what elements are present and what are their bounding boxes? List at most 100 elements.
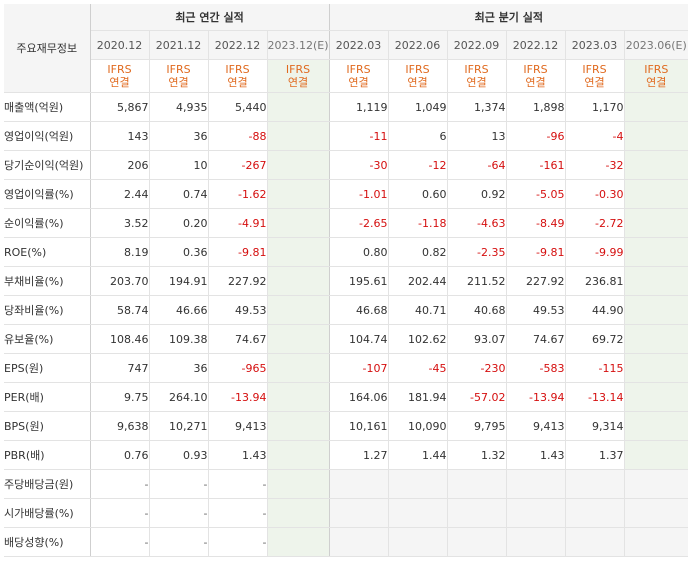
value-cell	[624, 92, 689, 122]
value-cell: 0.20	[149, 208, 209, 238]
accounting-basis-header: IFRS 연결	[388, 59, 448, 93]
value-cell	[267, 179, 330, 209]
value-cell	[388, 527, 448, 557]
row-label: 주당배당금(원)	[4, 469, 91, 499]
corner-header: 주요재무정보	[4, 4, 91, 93]
period-header: 2022.12	[506, 30, 566, 60]
value-cell: 49.53	[506, 295, 566, 325]
value-cell: 0.93	[149, 440, 209, 470]
value-cell: 46.66	[149, 295, 209, 325]
consolidation-label: 연결	[109, 76, 130, 89]
value-cell: 1.43	[208, 440, 268, 470]
gaap-standard-label: IFRS	[107, 63, 132, 76]
value-cell: -45	[388, 353, 448, 383]
consolidation-label: 연결	[407, 76, 428, 89]
row-label: 시가배당률(%)	[4, 498, 91, 528]
value-cell	[565, 527, 625, 557]
value-cell: -88	[208, 121, 268, 151]
value-cell	[447, 469, 507, 499]
accounting-basis-header: IFRS 연결	[149, 59, 209, 93]
accounting-basis-header: IFRS 연결	[565, 59, 625, 93]
value-cell: -	[90, 469, 150, 499]
value-cell: 227.92	[506, 266, 566, 296]
value-cell	[624, 121, 689, 151]
value-cell: 40.68	[447, 295, 507, 325]
table-row: 배당성향(%) - - -	[4, 527, 689, 557]
accounting-basis-header: IFRS 연결	[267, 59, 330, 93]
value-cell	[329, 469, 389, 499]
row-label: 당기순이익(억원)	[4, 150, 91, 180]
value-cell: 195.61	[329, 266, 389, 296]
value-cell	[267, 121, 330, 151]
value-cell: 102.62	[388, 324, 448, 354]
value-cell: -1.18	[388, 208, 448, 238]
table-row: 부채비율(%) 203.70 194.91 227.92 195.61 202.44 211…	[4, 266, 689, 296]
row-label: 영업이익(억원)	[4, 121, 91, 151]
period-header: 2021.12	[149, 30, 209, 60]
table-row: 당좌비율(%) 58.74 46.66 49.53 46.68 40.71 40.68 49.…	[4, 295, 689, 325]
value-cell: -	[149, 527, 209, 557]
value-cell	[624, 208, 689, 238]
value-cell	[624, 527, 689, 557]
value-cell: 211.52	[447, 266, 507, 296]
value-cell: 93.07	[447, 324, 507, 354]
value-cell: 1,898	[506, 92, 566, 122]
value-cell	[506, 469, 566, 499]
row-label: 부채비율(%)	[4, 266, 91, 296]
value-cell	[624, 266, 689, 296]
value-cell	[506, 527, 566, 557]
value-cell: 4,935	[149, 92, 209, 122]
value-cell: 46.68	[329, 295, 389, 325]
value-cell: 1.44	[388, 440, 448, 470]
period-header: 2020.12	[90, 30, 150, 60]
table-row: ROE(%) 8.19 0.36 -9.81 0.80 0.82 -2.35 -9.81 -9.…	[4, 237, 689, 267]
value-cell: -8.49	[506, 208, 566, 238]
row-label: 유보율(%)	[4, 324, 91, 354]
value-cell	[267, 324, 330, 354]
value-cell: 2.44	[90, 179, 150, 209]
value-cell: -12	[388, 150, 448, 180]
value-cell: -9.81	[506, 237, 566, 267]
value-cell	[267, 150, 330, 180]
value-cell: -0.30	[565, 179, 625, 209]
value-cell: 10,271	[149, 411, 209, 441]
value-cell	[565, 498, 625, 528]
value-cell: 3.52	[90, 208, 150, 238]
value-cell	[267, 411, 330, 441]
value-cell: 181.94	[388, 382, 448, 412]
value-cell: -1.62	[208, 179, 268, 209]
value-cell	[267, 237, 330, 267]
value-cell	[624, 324, 689, 354]
value-cell	[267, 295, 330, 325]
value-cell	[267, 353, 330, 383]
value-cell: 9,413	[208, 411, 268, 441]
value-cell: -4.91	[208, 208, 268, 238]
value-cell: -13.94	[506, 382, 566, 412]
value-cell: 9.75	[90, 382, 150, 412]
period-header: 2022.03	[329, 30, 389, 60]
value-cell: -5.05	[506, 179, 566, 209]
value-cell: 58.74	[90, 295, 150, 325]
value-cell: 1,374	[447, 92, 507, 122]
table-row: 매출액(억원) 5,867 4,935 5,440 1,119 1,049 1,374 1,8…	[4, 92, 689, 122]
value-cell: 1.37	[565, 440, 625, 470]
row-label: BPS(원)	[4, 411, 91, 441]
value-cell	[565, 469, 625, 499]
value-cell: -230	[447, 353, 507, 383]
table-row: PER(배) 9.75 264.10 -13.94 164.06 181.94 -57.02…	[4, 382, 689, 412]
value-cell: -11	[329, 121, 389, 151]
value-cell	[624, 150, 689, 180]
gaap-standard-label: IFRS	[225, 63, 250, 76]
value-cell	[624, 237, 689, 267]
value-cell: -	[208, 469, 268, 499]
value-cell: 44.90	[565, 295, 625, 325]
value-cell: -2.72	[565, 208, 625, 238]
value-cell	[447, 527, 507, 557]
value-cell: 0.74	[149, 179, 209, 209]
consolidation-label: 연결	[287, 76, 309, 89]
value-cell: 206	[90, 150, 150, 180]
consolidation-label: 연결	[584, 76, 605, 89]
value-cell: -4.63	[447, 208, 507, 238]
value-cell: 13	[447, 121, 507, 151]
gaap-standard-label: IFRS	[523, 63, 548, 76]
